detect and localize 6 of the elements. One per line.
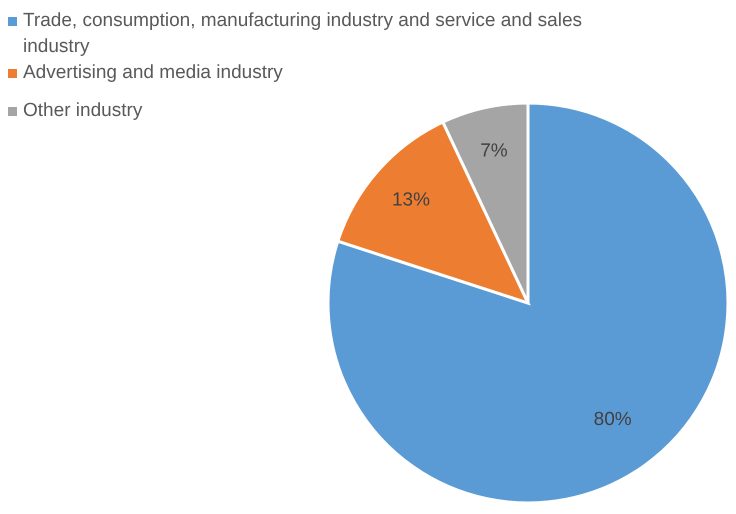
legend-label: Advertising and media industry — [23, 61, 283, 85]
legend-label: Trade, consumption, manufacturing industry and service and sales industry — [23, 9, 584, 59]
data-label: 13% — [392, 189, 430, 210]
data-label: 7% — [480, 140, 508, 162]
data-label: 80% — [594, 409, 632, 430]
legend-label: Other industry — [23, 99, 142, 123]
